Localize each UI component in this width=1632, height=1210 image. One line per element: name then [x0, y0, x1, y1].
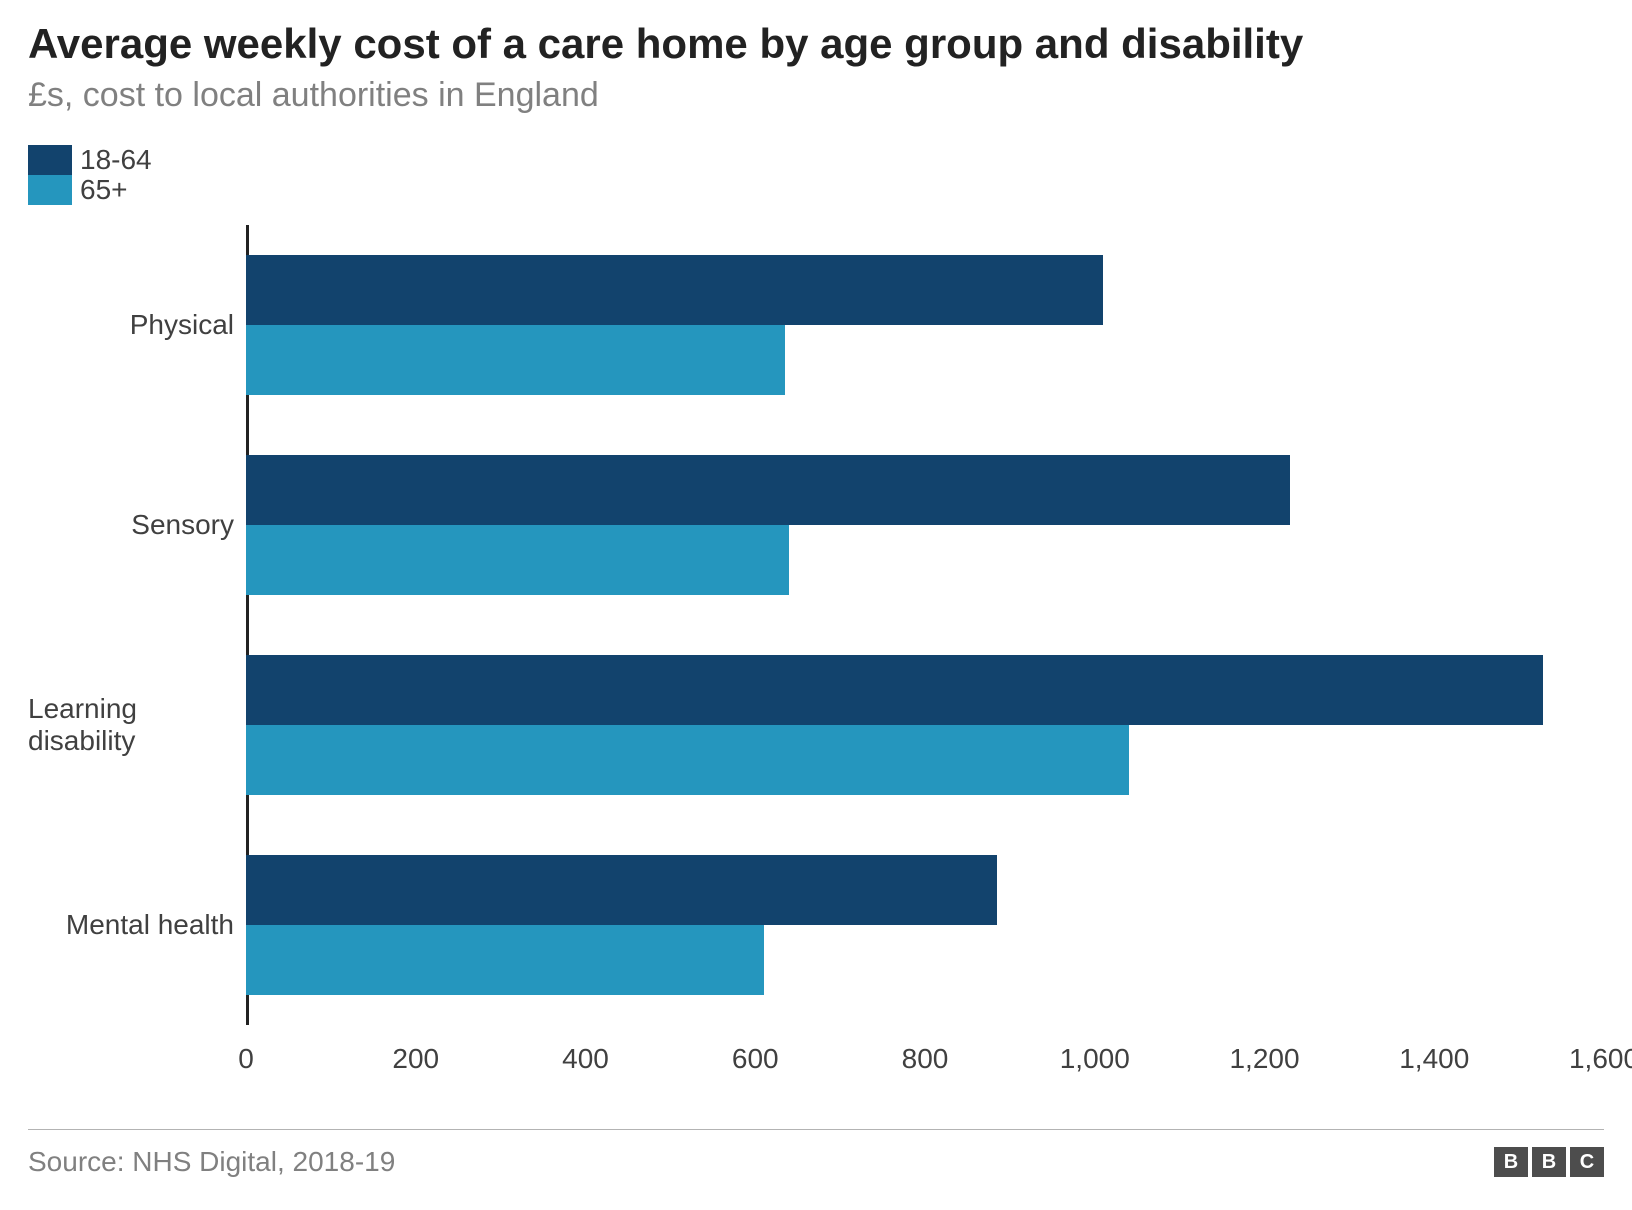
x-tick-label: 800 [902, 1043, 949, 1075]
x-tick-label: 0 [238, 1043, 254, 1075]
bbc-logo-letter: B [1494, 1147, 1528, 1177]
bbc-logo: BBC [1494, 1147, 1604, 1177]
chart-subtitle: £s, cost to local authorities in England [28, 76, 1604, 115]
source-text: Source: NHS Digital, 2018-19 [28, 1146, 395, 1178]
bar-group [246, 255, 1604, 395]
plot-area: PhysicalSensoryLearning disabilityMental… [28, 225, 1604, 1025]
category-label: Learning disability [28, 625, 246, 825]
bar [246, 855, 997, 925]
bbc-logo-letter: C [1570, 1147, 1604, 1177]
x-tick-label: 1,000 [1060, 1043, 1130, 1075]
legend: 18-6465+ [28, 145, 1604, 205]
bar [246, 925, 764, 995]
chart-title: Average weekly cost of a care home by ag… [28, 20, 1604, 68]
x-axis: 02004006008001,0001,2001,4001,600 [28, 1035, 1604, 1087]
category-label: Mental health [28, 825, 246, 1025]
bar-group [246, 455, 1604, 595]
bar [246, 655, 1543, 725]
x-tick-label: 1,600 [1569, 1043, 1632, 1075]
legend-swatch [28, 145, 72, 175]
x-tick-label: 1,200 [1229, 1043, 1299, 1075]
bbc-logo-letter: B [1532, 1147, 1566, 1177]
category-label: Physical [28, 225, 246, 425]
legend-item: 18-64 [28, 145, 1604, 175]
bar [246, 725, 1129, 795]
legend-swatch [28, 175, 72, 205]
legend-item: 65+ [28, 175, 1604, 205]
x-tick-label: 1,400 [1399, 1043, 1469, 1075]
bar [246, 255, 1103, 325]
bar [246, 525, 789, 595]
x-tick-label: 400 [562, 1043, 609, 1075]
bar-group [246, 855, 1604, 995]
bar [246, 325, 785, 395]
x-tick-label: 600 [732, 1043, 779, 1075]
legend-label: 18-64 [80, 146, 152, 174]
x-tick-label: 200 [392, 1043, 439, 1075]
legend-label: 65+ [80, 176, 128, 204]
category-label: Sensory [28, 425, 246, 625]
bar-group [246, 655, 1604, 795]
bar [246, 455, 1290, 525]
